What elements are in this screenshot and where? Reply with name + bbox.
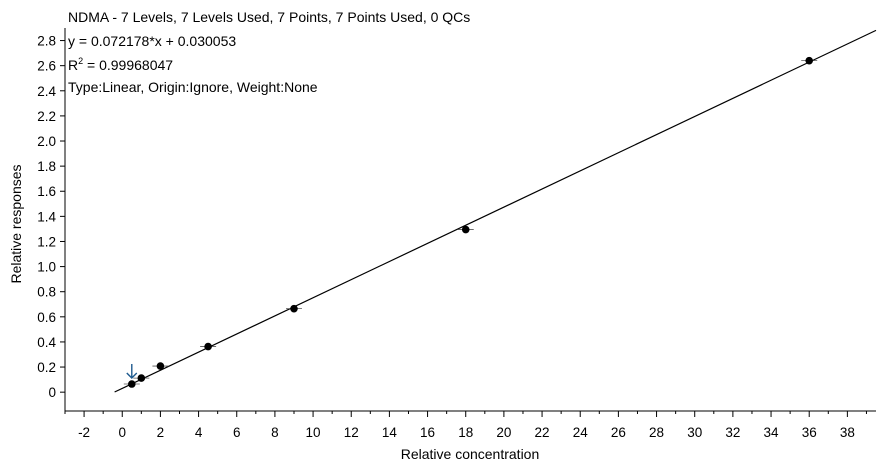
data-point (805, 56, 814, 65)
x-tick-label: 4 (195, 425, 203, 440)
x-tick-label: 26 (611, 425, 626, 440)
r-squared-superscript: 2 (78, 56, 83, 66)
x-tick-label: 6 (233, 425, 241, 440)
r-squared-label: R (68, 57, 78, 73)
data-point (290, 304, 298, 313)
x-tick-label: 18 (458, 425, 473, 440)
x-axis-ticks: -2 0 2 4 6 8 10 12 14 16 18 20 22 24 26 28 30 32 34 36 38 (64, 411, 867, 440)
y-tick-label: 0.6 (37, 310, 56, 325)
x-tick-label: 24 (573, 425, 589, 440)
r-squared-value: = 0.99968047 (83, 57, 173, 73)
y-tick-label: 1.8 (37, 159, 56, 174)
y-tick-label: 0.2 (37, 360, 56, 375)
x-tick-label: 2 (157, 425, 165, 440)
data-point (204, 342, 212, 351)
y-axis-ticks: 0 0.2 0.4 0.6 0.8 1.0 1.2 1.4 1.6 1.8 2.0 2.2 2.4 2.6… (37, 34, 65, 400)
x-tick-label: -2 (78, 425, 90, 440)
marker-arrow-icon (126, 364, 138, 379)
x-tick-label: 36 (802, 425, 817, 440)
x-tick-label: 28 (649, 425, 664, 440)
y-tick-label: 1.0 (37, 260, 56, 275)
fit-info-text: Type:Linear, Origin:Ignore, Weight:None (68, 79, 318, 95)
y-tick-label: 1.2 (37, 234, 56, 249)
x-tick-label: 14 (382, 425, 398, 440)
y-tick-label: 0 (48, 385, 56, 400)
chart-header: NDMA - 7 Levels, 7 Levels Used, 7 Points… (68, 9, 470, 95)
y-tick-label: 2.2 (37, 109, 56, 124)
x-tick-label: 10 (306, 425, 321, 440)
x-tick-label: 20 (496, 425, 511, 440)
x-tick-label: 32 (725, 425, 740, 440)
y-tick-label: 1.6 (37, 184, 56, 199)
y-tick-label: 2.4 (37, 84, 56, 99)
chart-title: NDMA - 7 Levels, 7 Levels Used, 7 Points… (68, 9, 470, 25)
y-tick-label: 2.8 (37, 34, 56, 49)
x-tick-label: 8 (271, 425, 279, 440)
fit-line-group (114, 29, 877, 393)
x-tick-label: 22 (535, 425, 550, 440)
data-point (461, 225, 470, 234)
data-points (123, 56, 818, 388)
fit-line (114, 29, 877, 393)
marker-arrow-group (126, 364, 138, 379)
data-point (127, 380, 136, 388)
x-tick-label: 30 (687, 425, 702, 440)
x-tick-label: 0 (118, 425, 126, 440)
y-tick-label: 2.0 (37, 134, 56, 149)
y-tick-label: 0.8 (37, 285, 56, 300)
y-tick-label: 1.4 (37, 209, 56, 224)
y-tick-label: 2.6 (37, 59, 56, 74)
x-tick-label: 34 (764, 425, 780, 440)
x-tick-label: 12 (344, 425, 359, 440)
y-axis-title: Relative responses (8, 164, 24, 283)
data-point (137, 374, 146, 382)
data-point (156, 362, 165, 370)
r-squared-text: R2 = 0.99968047 (68, 56, 173, 73)
x-tick-label: 38 (840, 425, 855, 440)
y-tick-label: 0.4 (37, 335, 56, 350)
x-axis-title: Relative concentration (401, 446, 540, 462)
equation-text: y = 0.072178*x + 0.030053 (68, 33, 236, 49)
x-tick-label: 16 (420, 425, 435, 440)
axes (64, 28, 876, 412)
